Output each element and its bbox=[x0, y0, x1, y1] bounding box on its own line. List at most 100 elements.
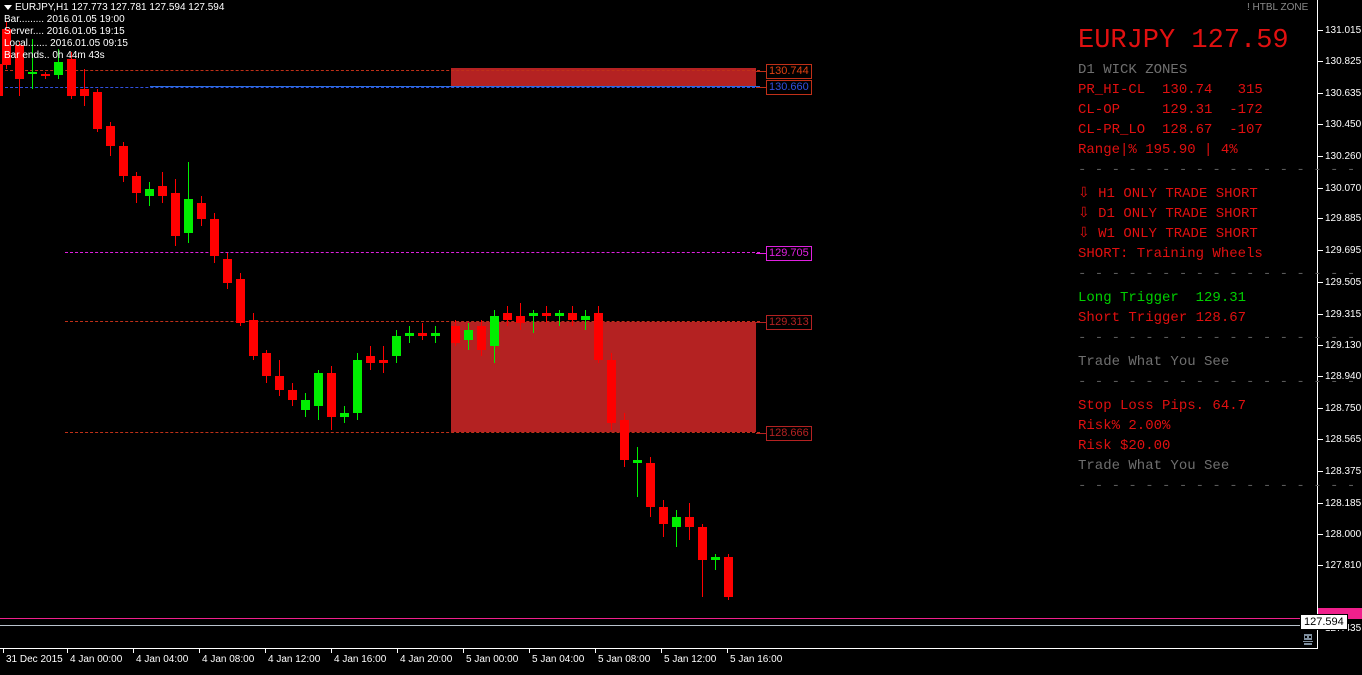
price-plot-area[interactable]: 130.744 130.660 129.705 129.313 128.666 bbox=[0, 0, 1318, 648]
candle-body bbox=[67, 58, 76, 96]
row-0-text: PR_HI-CL 130.74 315 bbox=[1078, 82, 1263, 98]
candle-body bbox=[555, 312, 564, 317]
time-axis[interactable]: 31 Dec 2015 4 Jan 00:00 4 Jan 04:00 4 Jan 0… bbox=[0, 648, 1318, 675]
price-tick bbox=[1318, 313, 1323, 315]
price-tick-label: 129.695 bbox=[1325, 245, 1362, 257]
candle-body bbox=[620, 419, 629, 460]
candle-body bbox=[529, 312, 538, 317]
candle-body bbox=[503, 312, 512, 320]
price-tick-label: 127.810 bbox=[1325, 560, 1362, 572]
candle-wick bbox=[383, 346, 384, 374]
symbol-period-line: EURJPY,H1 127.773 127.781 127.594 127.59… bbox=[4, 2, 224, 14]
price-axis[interactable]: 131.015 130.825 130.635 130.450 130.260 130.0… bbox=[1300, 0, 1362, 675]
candle-body bbox=[80, 88, 89, 96]
candle-body bbox=[171, 192, 180, 236]
candle-body bbox=[15, 45, 24, 79]
time-tick bbox=[463, 649, 464, 653]
candle-body bbox=[197, 202, 206, 220]
price-tag-stub bbox=[756, 87, 766, 88]
price-tick-label: 129.885 bbox=[1325, 213, 1362, 225]
price-tick-label: 128.940 bbox=[1325, 371, 1362, 383]
candle-wick bbox=[676, 510, 677, 547]
candle-body bbox=[392, 336, 401, 357]
upper-wick-zone bbox=[451, 68, 756, 87]
time-tick-label: 4 Jan 12:00 bbox=[268, 654, 321, 665]
candle-body bbox=[314, 373, 323, 407]
row-1-text: CL-OP 129.31 -172 bbox=[1078, 102, 1263, 118]
candle-body bbox=[698, 526, 707, 561]
candle-body bbox=[633, 459, 642, 464]
candle-body bbox=[607, 359, 616, 424]
time-tick-label: 5 Jan 00:00 bbox=[466, 654, 519, 665]
time-tick-label: 4 Jan 04:00 bbox=[136, 654, 189, 665]
price-tick bbox=[1318, 155, 1323, 157]
time-tick-label: 5 Jan 12:00 bbox=[664, 654, 717, 665]
motto-bottom: Trade What You See bbox=[1078, 458, 1230, 474]
time-tick bbox=[529, 649, 530, 653]
candle-body bbox=[477, 326, 486, 350]
candle-body bbox=[659, 506, 668, 524]
candle-body bbox=[275, 376, 284, 390]
time-tick-label: 5 Jan 16:00 bbox=[730, 654, 783, 665]
htbl-zone-label: ! HTBL ZONE bbox=[1247, 2, 1309, 13]
candle-body bbox=[490, 316, 499, 347]
divider-3: - - - - - - - - - - - - - - - - - - - - bbox=[1078, 330, 1355, 346]
price-tick-label: 130.070 bbox=[1325, 182, 1362, 194]
candle-wick bbox=[32, 38, 33, 89]
current-ask-line bbox=[0, 625, 1318, 626]
time-tick bbox=[67, 649, 68, 653]
dashboard-row-2: CL-PR_LO 128.67 -107 bbox=[1078, 120, 1318, 140]
stop-loss-line: Stop Loss Pips. 64.7 bbox=[1078, 398, 1247, 414]
down-arrow-icon-h1: ⇩ bbox=[1078, 186, 1099, 202]
candle-body bbox=[288, 389, 297, 400]
dashboard-subtitle: D1 WICK ZONES bbox=[1078, 62, 1188, 78]
divider-1: - - - - - - - - - - - - - - - - - - - - bbox=[1078, 162, 1355, 178]
level-129313 bbox=[65, 321, 760, 322]
price-tick bbox=[1318, 470, 1323, 472]
time-tick bbox=[661, 649, 662, 653]
price-tick bbox=[1318, 502, 1323, 504]
candle-body bbox=[431, 332, 440, 337]
time-tick bbox=[397, 649, 398, 653]
time-tick bbox=[331, 649, 332, 653]
level-129705 bbox=[65, 252, 760, 253]
time-tick-label: 4 Jan 00:00 bbox=[70, 654, 123, 665]
time-tick-label: 4 Jan 20:00 bbox=[400, 654, 453, 665]
long-trigger: Long Trigger 129.31 bbox=[1078, 290, 1247, 306]
candle-body bbox=[132, 175, 141, 193]
candle-wick bbox=[422, 322, 423, 340]
candle-body bbox=[685, 516, 694, 527]
candle-body bbox=[581, 316, 590, 320]
price-tick bbox=[1318, 250, 1323, 252]
candle-body bbox=[340, 413, 349, 417]
price-tick-label: 130.450 bbox=[1325, 118, 1362, 130]
level-130744 bbox=[0, 70, 760, 71]
candle-wick bbox=[533, 309, 534, 333]
skull-crossbones-icon bbox=[1303, 634, 1313, 645]
candle-body bbox=[249, 319, 258, 357]
time-tick bbox=[133, 649, 134, 653]
price-tick bbox=[1318, 344, 1323, 346]
dashboard-title: EURJPY 127.59 bbox=[1078, 26, 1289, 56]
candle-body bbox=[93, 92, 102, 129]
dashboard-row-1: CL-OP 129.31 -172 bbox=[1078, 100, 1318, 120]
price-tick-label: 128.185 bbox=[1325, 497, 1362, 509]
price-tag-stub bbox=[756, 71, 766, 72]
dashboard-row-0: PR_HI-CL 130.74 315 bbox=[1078, 80, 1318, 100]
price-tag-stub bbox=[756, 253, 766, 254]
candle-body bbox=[594, 312, 603, 360]
candle-body bbox=[301, 399, 310, 410]
candle-body bbox=[353, 359, 362, 414]
price-tick-label: 130.825 bbox=[1325, 56, 1362, 68]
candle-body bbox=[418, 332, 427, 337]
time-tick-label: 4 Jan 16:00 bbox=[334, 654, 387, 665]
price-tick bbox=[1318, 61, 1323, 63]
candle-body bbox=[366, 356, 375, 364]
collapse-triangle-icon[interactable] bbox=[4, 4, 12, 10]
candle-wick bbox=[715, 553, 716, 571]
candle-body bbox=[379, 359, 388, 364]
candle-body bbox=[542, 312, 551, 317]
price-tick-label: 130.635 bbox=[1325, 88, 1362, 100]
divider-4: - - - - - - - - - - - - - - - - - - - - bbox=[1078, 374, 1355, 390]
